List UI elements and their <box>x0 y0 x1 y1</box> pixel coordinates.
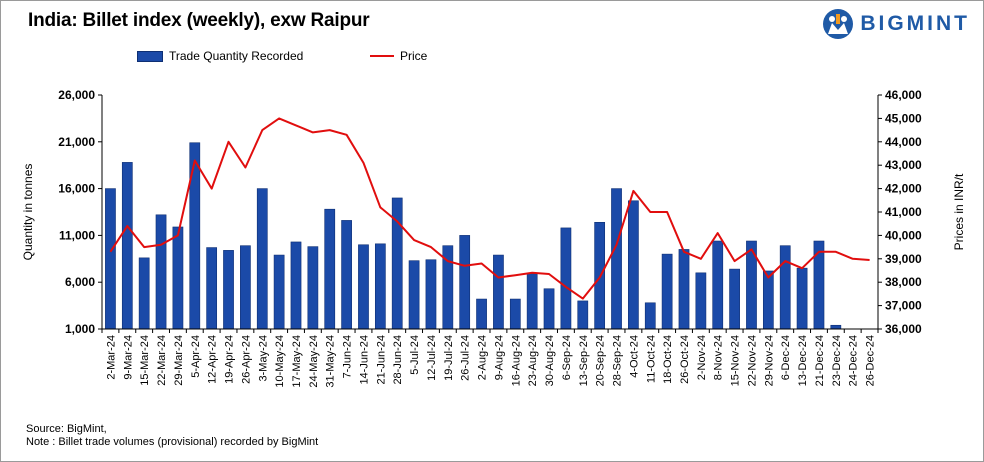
source-note: Source: BigMint, <box>26 423 107 435</box>
chart-title: India: Billet index (weekly), exw Raipur <box>28 10 370 31</box>
legend-line-swatch <box>370 55 394 57</box>
brand-logo: BIGMINT <box>822 8 970 40</box>
bigmint-logo-icon <box>823 9 854 39</box>
chart-legend: Trade Quantity Recorded Price <box>0 49 984 67</box>
legend-bar-swatch <box>137 50 163 62</box>
brand-name: BIGMINT <box>860 12 970 35</box>
legend-item-bars: Trade Quantity Recorded <box>137 49 303 63</box>
legend-label-bars: Trade Quantity Recorded <box>169 49 304 63</box>
chart-footer: Source: BigMint, Note : Billet trade vol… <box>26 423 318 449</box>
footnote: Note : Billet trade volumes (provisional… <box>26 436 319 448</box>
legend-label-line: Price <box>400 49 428 63</box>
legend-item-line: Price <box>370 49 427 63</box>
